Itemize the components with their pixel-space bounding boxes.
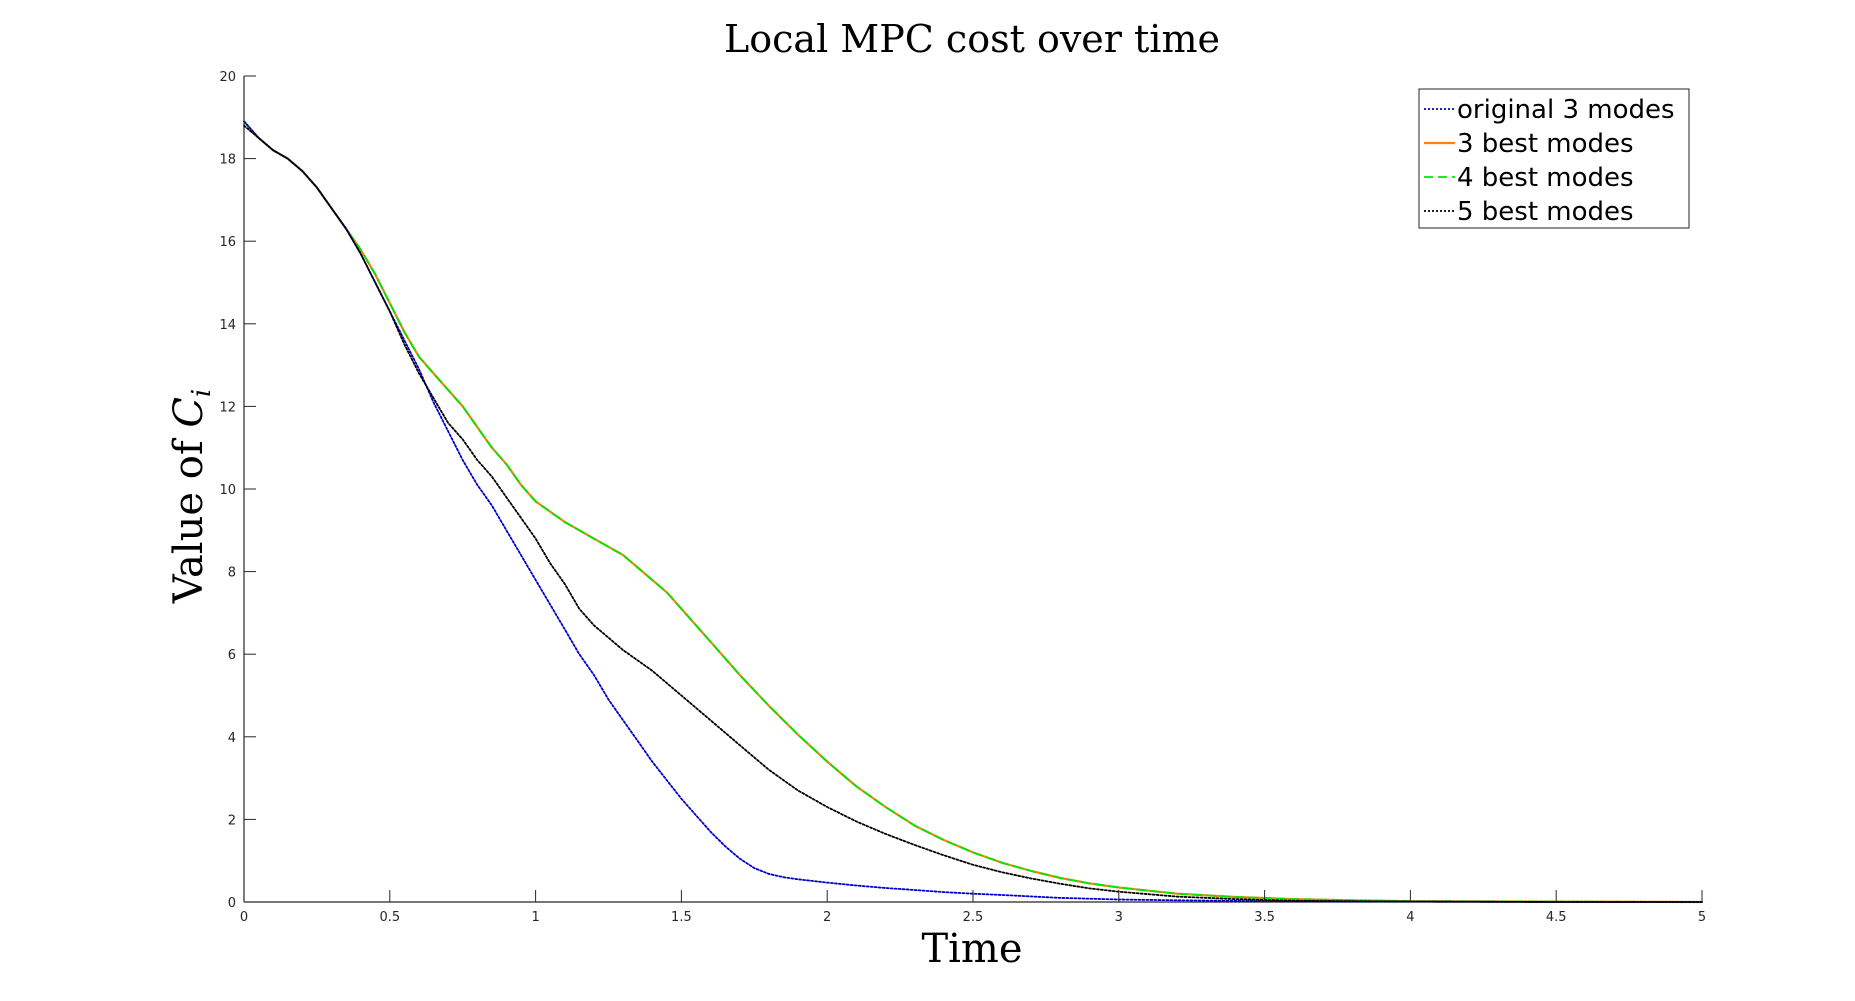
x-tick-label: 3 — [1115, 910, 1123, 925]
x-tick-label: 2 — [823, 910, 831, 925]
y-tick-label: 20 — [219, 70, 236, 85]
y-tick-label: 12 — [219, 400, 236, 415]
y-tick-label: 14 — [219, 318, 236, 333]
series-line-2 — [243, 120, 1703, 903]
x-tick-label: 1.5 — [671, 910, 692, 925]
y-tick-label: 8 — [228, 566, 236, 581]
x-axis-ticks: 0 0.5 1 1.5 2 2.5 3 3.5 4 4.5 5 — [240, 890, 1706, 925]
x-tick-label: 1 — [531, 910, 539, 925]
y-axis-ticks: 0 2 4 6 8 10 12 14 16 18 20 — [219, 70, 256, 911]
series-line-3 — [243, 124, 1703, 903]
y-tick-label: 2 — [228, 813, 236, 828]
x-axis-label: Time — [921, 926, 1022, 972]
x-tick-label: 3.5 — [1254, 910, 1275, 925]
x-tick-label: 0.5 — [379, 910, 400, 925]
legend-label-1: 3 best modes — [1457, 129, 1634, 159]
y-axis-label-prefix: Value of — [166, 428, 212, 605]
legend-label-2: 4 best modes — [1457, 163, 1634, 193]
y-tick-label: 10 — [219, 483, 236, 498]
x-tick-label: 0 — [240, 910, 248, 925]
y-tick-label: 0 — [228, 896, 236, 911]
y-tick-label: 4 — [228, 731, 236, 746]
y-tick-label: 6 — [228, 648, 236, 663]
legend-label-3: 5 best modes — [1457, 197, 1634, 227]
y-tick-label: 16 — [219, 235, 236, 250]
x-tick-label: 4.5 — [1546, 910, 1567, 925]
x-tick-label: 5 — [1698, 910, 1706, 925]
y-axis-label-subscript: i — [187, 389, 217, 397]
series-layer — [242, 120, 1704, 904]
y-axis-label-symbol: C — [166, 397, 212, 428]
chart-title: Local MPC cost over time — [724, 17, 1220, 61]
legend-box — [1418, 88, 1690, 229]
y-tick-label: 18 — [219, 153, 236, 168]
y-axis-label: Value of Ci — [166, 389, 217, 605]
x-tick-label: 4 — [1406, 910, 1414, 925]
x-tick-label: 2.5 — [963, 910, 984, 925]
series-line-1 — [242, 120, 1704, 904]
legend: original 3 modes 3 best modes 4 best modes… — [1418, 88, 1690, 229]
legend-label-0: original 3 modes — [1457, 95, 1675, 125]
series-line-0 — [243, 120, 1703, 903]
